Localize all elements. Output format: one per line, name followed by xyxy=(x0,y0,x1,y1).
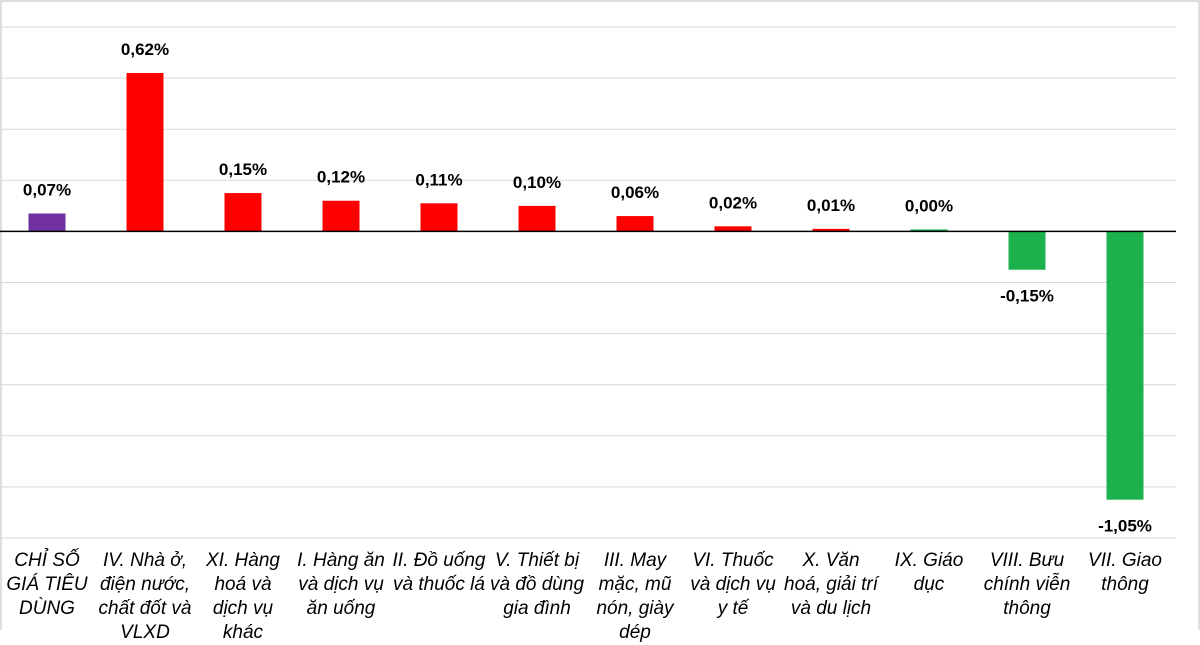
data-label: 0,12% xyxy=(317,168,365,187)
data-label: 0,06% xyxy=(611,183,659,202)
bar xyxy=(1008,231,1046,270)
category-label: CHỈ SỐ GIÁ TIÊU DÙNG xyxy=(6,550,88,619)
data-label: 0,10% xyxy=(513,173,561,192)
bar xyxy=(518,205,556,232)
data-label: 0,01% xyxy=(807,196,855,215)
data-label: -0,15% xyxy=(1000,287,1054,306)
gridlines xyxy=(0,26,1176,539)
bar xyxy=(28,213,66,232)
category-label: II. Đồ uống và thuốc lá xyxy=(392,550,486,595)
category-label: VIII. Bưu chính viễn thông xyxy=(983,550,1071,619)
bar xyxy=(812,228,850,232)
bar xyxy=(910,229,948,232)
data-label: 0,15% xyxy=(219,160,267,179)
data-labels: 0,07% 0,62% 0,15% 0,12% 0,11% 0,10% 0,06% 0,02%… xyxy=(23,40,1152,536)
category-label: IX. Giáo dục xyxy=(894,550,964,595)
category-label: X. Văn hoá, giải trí và du lịch xyxy=(784,550,878,619)
bar xyxy=(322,200,360,232)
data-label: 0,62% xyxy=(121,40,169,59)
bar xyxy=(224,193,262,232)
bar xyxy=(714,226,752,232)
category-label: I. Hàng ăn và dịch vụ ăn uống xyxy=(297,550,385,619)
bar xyxy=(126,72,164,232)
chart-frame xyxy=(0,0,1200,630)
data-label: 0,00% xyxy=(905,196,953,215)
bar xyxy=(1106,231,1144,500)
data-label: -1,05% xyxy=(1098,517,1152,536)
category-label: III. May mặc, mũ nón, giày dép xyxy=(596,550,674,643)
bar xyxy=(420,203,458,232)
category-label: VI. Thuốc và dịch vụ y tế xyxy=(690,550,776,619)
data-label: 0,02% xyxy=(709,193,757,212)
data-label: 0,07% xyxy=(23,181,71,200)
category-label: XI. Hàng hoá và dịch vụ khác xyxy=(206,550,280,643)
bar-chart: 0,07% 0,62% 0,15% 0,12% 0,11% 0,10% 0,06% 0,02%… xyxy=(0,0,1200,630)
category-label: VII. Giao thông xyxy=(1088,550,1162,595)
bar xyxy=(616,216,654,232)
category-label: V. Thiết bị và đồ dùng gia đình xyxy=(489,550,585,619)
data-label: 0,11% xyxy=(415,170,462,189)
category-label: IV. Nhà ở, điện nước, chất đốt và VLXD xyxy=(98,550,192,643)
bars xyxy=(28,72,1144,500)
